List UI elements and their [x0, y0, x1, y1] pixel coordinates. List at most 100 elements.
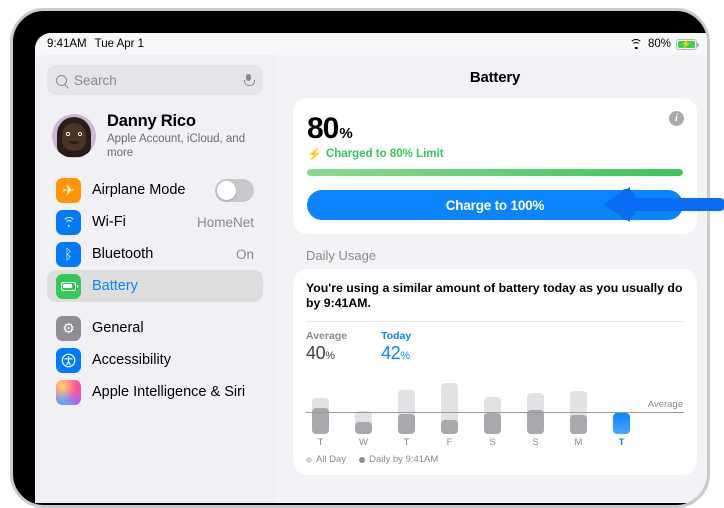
battery-percent-sign: % — [339, 125, 353, 142]
search-input[interactable]: Search — [47, 65, 263, 95]
battery-percent-row: 80 % — [307, 112, 683, 146]
sidebar-group-system: ⚙ General Accessibility Apple Intelligen… — [47, 312, 263, 408]
legend-swatch-icon — [359, 456, 366, 463]
sidebar-item-general[interactable]: ⚙ General — [47, 312, 263, 344]
stat-label: Average — [306, 330, 348, 342]
average-line-label: Average — [647, 399, 683, 411]
charge-status-text: Charged to 80% Limit — [325, 148, 444, 160]
daily-usage-chart: Average T W T F S S M T — [306, 376, 684, 448]
chart-bar-daily — [613, 413, 630, 434]
legend-item: Daily by 9:41AM — [359, 454, 438, 465]
wifi-icon — [629, 39, 643, 49]
gear-icon: ⚙ — [56, 315, 81, 341]
battery-settings-pane: Battery i 80 % ⚡ Charged to 80% Limit Ch… — [275, 55, 707, 503]
status-bar-left: 9:41AM Tue Apr 1 — [47, 38, 144, 50]
sidebar-item-label: General — [92, 320, 144, 336]
siri-icon — [56, 379, 81, 405]
chart-x-tick: M — [574, 437, 583, 448]
chart-bar-daily — [484, 412, 501, 434]
sidebar-item-label: Apple Intelligence & Siri — [92, 384, 246, 400]
chart-legend: All Day Daily by 9:41AM — [306, 454, 684, 465]
left-pointing-arrow — [603, 187, 724, 222]
stat-number: 42 — [381, 343, 401, 363]
account-subtitle: Apple Account, iCloud, and more — [107, 133, 246, 159]
accessibility-icon — [56, 347, 81, 373]
bluetooth-state-value: On — [235, 246, 254, 262]
chart-bar-daily — [441, 419, 458, 434]
chart-bar-daily — [398, 413, 415, 434]
charge-status: ⚡ Charged to 80% Limit — [307, 148, 683, 160]
average-line — [306, 412, 684, 414]
chart-bar-column — [312, 376, 329, 434]
stat-suffix: % — [400, 350, 410, 362]
wifi-icon — [56, 209, 81, 235]
sidebar-item-apple-account[interactable]: Danny Rico Apple Account, iCloud, and mo… — [47, 109, 263, 174]
airplane-mode-toggle[interactable] — [215, 178, 254, 202]
usage-description: You're using a similar amount of battery… — [306, 281, 683, 310]
chart-x-tick: T — [317, 437, 324, 448]
chart-plot-area — [306, 376, 684, 434]
lightning-bolt-icon: ⚡ — [307, 147, 322, 161]
usage-stats: Average 40% Today 42% — [306, 330, 684, 364]
sidebar-item-accessibility[interactable]: Accessibility — [47, 344, 263, 376]
microphone-icon[interactable] — [243, 73, 255, 87]
sidebar-item-battery[interactable]: Battery — [47, 270, 263, 302]
status-bar-right: 80% ⚡ — [629, 38, 699, 50]
info-icon[interactable]: i — [669, 111, 684, 126]
chart-x-tick: T — [403, 437, 410, 448]
sidebar-item-airplane-mode[interactable]: ✈ Airplane Mode — [47, 174, 263, 206]
search-placeholder: Search — [74, 72, 117, 88]
legend-label: Daily by 9:41AM — [369, 454, 439, 465]
legend-item: All Day — [306, 454, 346, 465]
chart-bar-daily — [570, 414, 587, 434]
wifi-network-value: HomeNet — [196, 214, 254, 230]
status-battery-percent: 80% — [647, 38, 671, 50]
chart-bar-daily — [355, 422, 372, 434]
search-icon — [56, 74, 67, 86]
chart-bar-column — [570, 376, 587, 434]
bluetooth-icon: ᛒ — [56, 241, 81, 267]
chart-bar-column — [398, 376, 415, 434]
page-title: Battery — [469, 69, 521, 86]
chart-bar-daily — [527, 409, 544, 434]
stat-today: Today 42% — [381, 330, 411, 364]
chart-x-tick: S — [532, 437, 539, 448]
sidebar-item-label: Battery — [92, 278, 138, 294]
avatar — [52, 114, 96, 158]
stat-value: 40% — [306, 343, 347, 364]
chart-x-tick: F — [446, 437, 453, 448]
settings-sidebar: Search Danny Rico Apple Account, iCloud,… — [35, 55, 275, 503]
chart-x-tick: S — [489, 437, 496, 448]
sidebar-item-label: Accessibility — [92, 352, 171, 368]
status-date: Tue Apr 1 — [94, 38, 145, 50]
legend-label: All Day — [316, 454, 347, 465]
sidebar-item-label: Bluetooth — [92, 246, 154, 262]
chart-bar-column — [441, 376, 458, 434]
divider — [306, 321, 684, 322]
battery-progress-bar — [307, 169, 683, 176]
ipad-screen: 9:41AM Tue Apr 1 80% ⚡ Search — [35, 33, 707, 503]
chart-bar-column — [484, 376, 501, 434]
stat-label: Today — [381, 330, 412, 342]
sidebar-item-bluetooth[interactable]: ᛒ Bluetooth On — [47, 238, 263, 270]
stat-value: 42% — [381, 343, 411, 364]
account-name: Danny Rico — [107, 112, 196, 130]
legend-swatch-icon — [306, 456, 312, 463]
battery-percent-value: 80 — [307, 112, 339, 145]
sidebar-group-connectivity: ✈ Airplane Mode Wi-Fi HomeNet ᛒ Bluetoot… — [47, 174, 263, 302]
sidebar-item-wifi[interactable]: Wi-Fi HomeNet — [47, 206, 263, 238]
sidebar-item-label: Wi-Fi — [92, 214, 126, 230]
stat-average: Average 40% — [306, 330, 347, 364]
battery-charging-icon: ⚡ — [676, 38, 699, 50]
battery-icon — [56, 273, 81, 299]
status-bar: 9:41AM Tue Apr 1 80% ⚡ — [35, 33, 707, 55]
stat-number: 40 — [306, 343, 326, 363]
chart-x-tick: W — [359, 437, 368, 448]
chart-bar-column — [355, 376, 372, 434]
chart-bar-column — [613, 376, 630, 434]
sidebar-item-apple-intelligence-siri[interactable]: Apple Intelligence & Siri — [47, 376, 263, 408]
status-time: 9:41AM — [47, 38, 87, 50]
daily-usage-card: You're using a similar amount of battery… — [293, 269, 697, 475]
ipad-device-frame: 9:41AM Tue Apr 1 80% ⚡ Search — [10, 8, 710, 508]
chart-x-tick: T — [618, 437, 625, 448]
